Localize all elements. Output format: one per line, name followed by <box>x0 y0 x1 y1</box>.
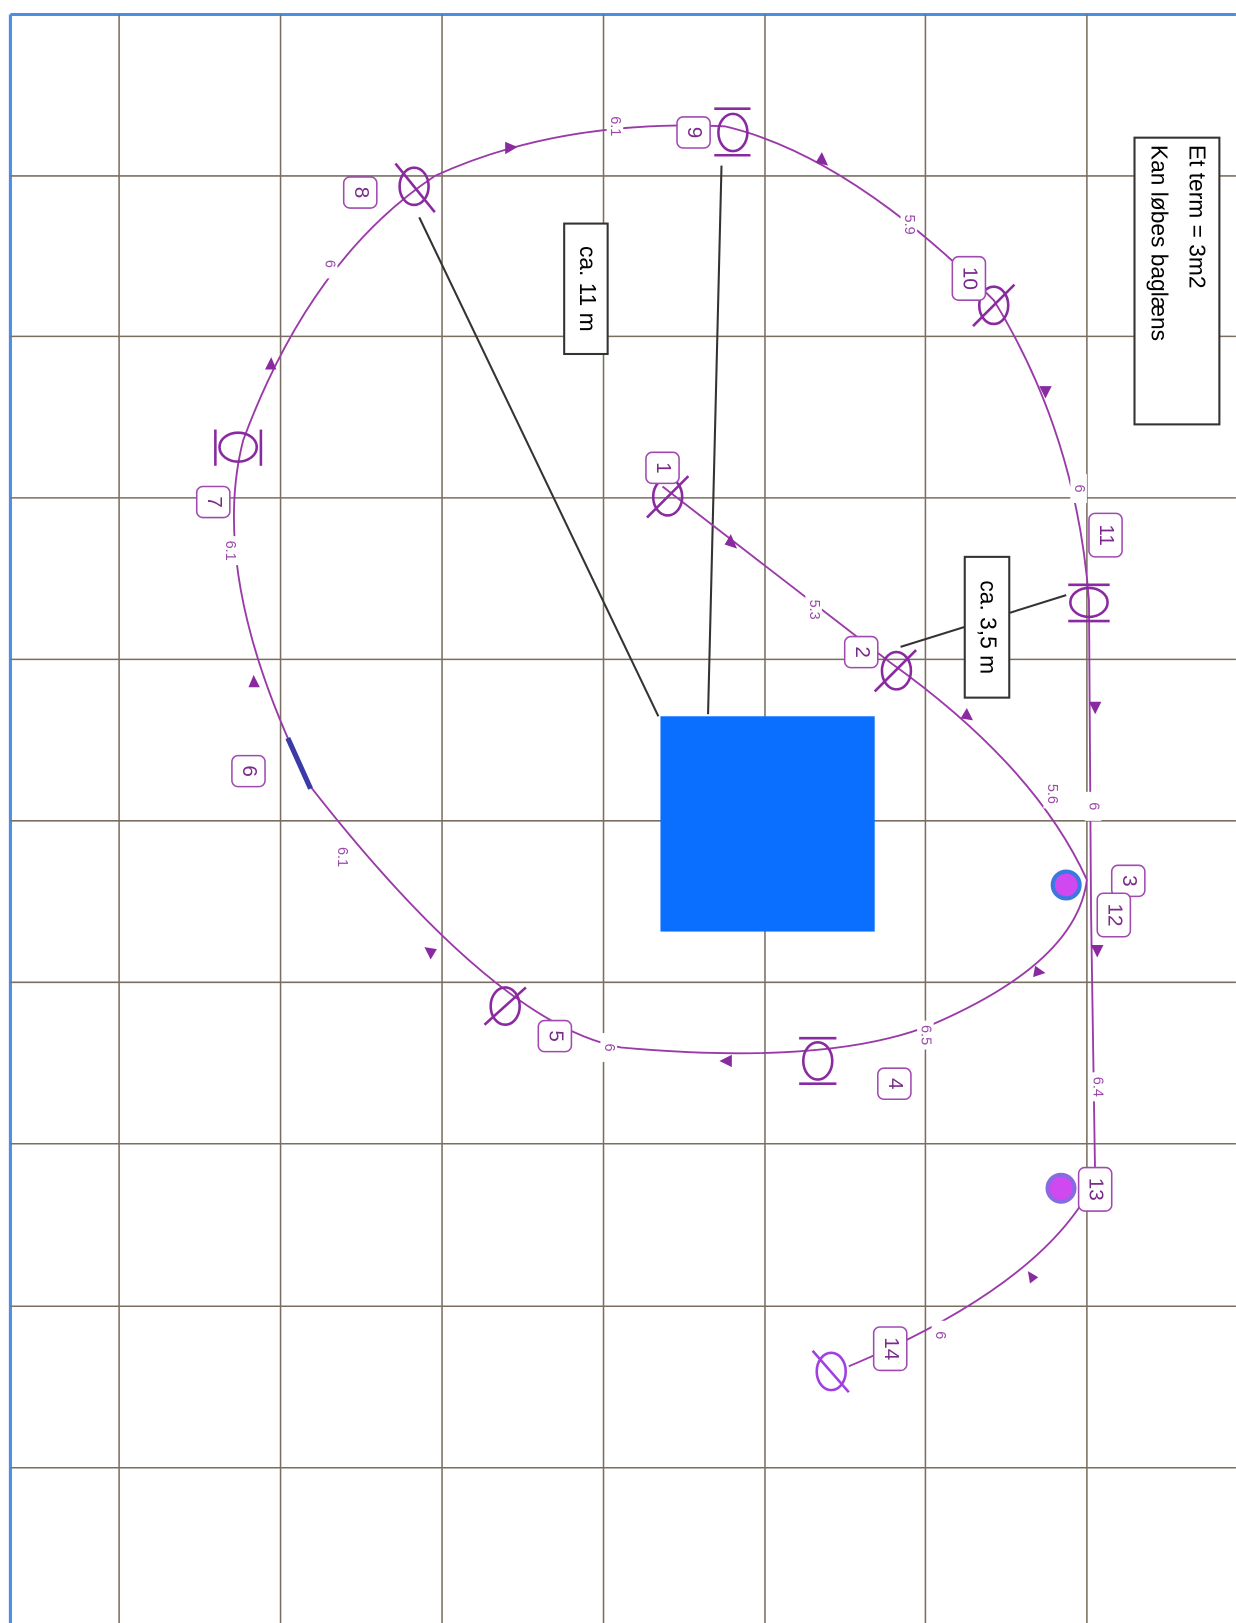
distance-label: 6 <box>1085 802 1101 810</box>
legend-box: Et term = 3m2 Kan løbes baglæns <box>1133 136 1221 426</box>
station: 2 <box>843 635 879 669</box>
distance-label: 5.9 <box>901 215 917 235</box>
distance-bg <box>333 842 350 872</box>
distance-bg <box>917 1020 934 1050</box>
measure-label: ca. 11 m <box>575 246 601 332</box>
station: 1 <box>645 451 680 485</box>
station: 7 <box>195 485 231 519</box>
distance-label: 6.1 <box>334 847 350 867</box>
station-box <box>645 451 680 485</box>
station: 12 <box>1096 892 1132 938</box>
station-label: 9 <box>683 127 706 139</box>
station-6-marker <box>285 736 313 790</box>
station-box <box>231 754 266 788</box>
station-box <box>877 1067 912 1101</box>
distance-label: 5.3 <box>806 600 822 620</box>
distance-bg <box>320 249 338 279</box>
distance-bg <box>606 111 624 141</box>
measure-box: ca. 11 m <box>563 222 609 356</box>
distance-bg <box>931 1320 949 1350</box>
station-box <box>1096 892 1132 938</box>
dot <box>1045 1172 1077 1204</box>
legend-line: Kan løbes baglæns <box>1146 145 1172 341</box>
station: 9 <box>676 116 711 149</box>
distance-bg <box>600 1033 617 1062</box>
station-label: 12 <box>1103 903 1126 926</box>
station-label: 4 <box>884 1078 907 1090</box>
station: 3 <box>1110 864 1146 898</box>
station-label: 11 <box>1095 524 1118 545</box>
dot <box>1050 869 1082 901</box>
distance-bg <box>1088 1072 1106 1102</box>
station: 8 <box>342 176 378 209</box>
measure-box: ca. 3,5 m <box>963 555 1011 699</box>
distance-label: 6.4 <box>1089 1077 1105 1097</box>
station: 11 <box>1088 512 1123 558</box>
distance-bg <box>1043 779 1060 809</box>
station: 6 <box>231 754 266 788</box>
distance-bg <box>805 595 822 625</box>
station-box <box>951 255 987 301</box>
distance-label: 6 <box>321 260 337 268</box>
distance-bg <box>221 536 239 566</box>
station: 13 <box>1077 1166 1113 1212</box>
station-label: 5 <box>544 1030 567 1042</box>
station-label: 10 <box>958 267 981 290</box>
course-path <box>232 124 1097 1368</box>
station-label: 3 <box>1118 875 1141 887</box>
station: 5 <box>537 1019 573 1053</box>
distance-label: 6.1 <box>607 116 623 136</box>
station: 10 <box>951 255 987 301</box>
station-label: 8 <box>350 187 373 199</box>
obstacle-square <box>660 716 875 932</box>
distance-bg <box>1084 791 1102 821</box>
station-label: 2 <box>851 646 874 658</box>
station-label: 14 <box>880 1337 903 1360</box>
station-box <box>537 1019 573 1053</box>
station-box <box>1088 512 1123 558</box>
legend-line: Et term = 3m2 <box>1185 145 1211 289</box>
station-box <box>195 485 231 519</box>
measure-label: ca. 3,5 m <box>975 580 1001 674</box>
station-box <box>872 1326 908 1372</box>
station-label: 6 <box>238 765 261 777</box>
distance-label: 6 <box>932 1331 948 1339</box>
station: 14 <box>872 1326 908 1372</box>
distance-label: 5.6 <box>1044 784 1060 804</box>
station: 4 <box>877 1067 912 1101</box>
distance-bg <box>1070 474 1087 504</box>
station-box <box>843 635 879 669</box>
station-label: 13 <box>1085 1178 1108 1201</box>
direction-arrows <box>248 141 1104 1284</box>
distance-label: 6.5 <box>918 1025 934 1045</box>
station-label: 7 <box>203 496 226 508</box>
station-label: 1 <box>652 462 675 474</box>
station-box <box>676 116 711 149</box>
jumps <box>214 107 1110 1394</box>
station-box <box>342 176 378 209</box>
distance-label: 6 <box>1071 485 1087 493</box>
distance-label: 6 <box>601 1043 617 1051</box>
distance-label: 6.1 <box>222 541 238 561</box>
station-box <box>1077 1166 1113 1212</box>
distance-bg <box>900 210 918 240</box>
